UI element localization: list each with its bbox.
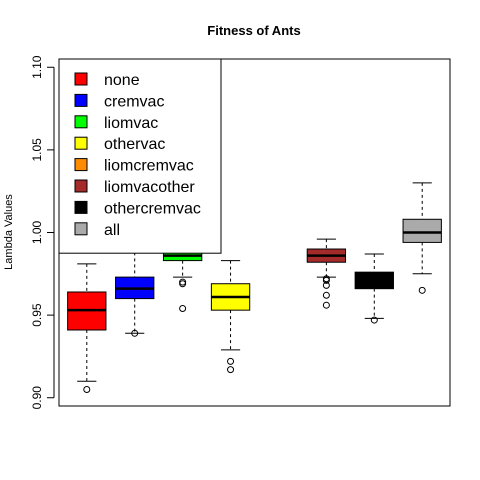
legend-label-liomvacother: liomvacother [104,179,195,196]
y-tick-label: 1.00 [30,220,44,244]
outlier-point [131,329,139,337]
legend-swatch-none [74,72,88,86]
legend-swatch-othervac [74,136,88,150]
legend-label-all: all [104,222,120,239]
outlier-point [322,276,330,284]
outlier-point [83,385,91,393]
outlier-point [418,286,426,294]
y-axis: 0.90 0.95 1.00 1.05 1.10 [30,55,55,410]
chart-title: Fitness of Ants [207,23,300,38]
box-othercremvac [354,253,394,324]
y-axis-label: Lambda Values [3,194,15,270]
legend-swatch-liomvacother [74,179,88,193]
outlier-point [322,281,330,289]
y-tick-label: 0.95 [30,303,44,327]
box-liomvacother [306,238,347,309]
legend-swatch-cremvac [74,93,88,107]
legend-box [58,58,222,254]
outlier-point [227,357,235,365]
outlier-point [322,291,330,299]
box-series [67,182,442,393]
box-othervac [210,260,251,374]
box-body [402,218,442,243]
legend-label-liomcremvac: liomcremvac [104,158,194,175]
legend-label-cremvac: cremvac [104,93,164,110]
legend-label-othercremvac: othercremvac [104,200,201,217]
y-tick-label: 1.10 [30,55,44,79]
legend-label-none: none [104,72,140,89]
outlier-point [179,280,187,288]
outlier-point [227,366,235,374]
legend-swatch-liomvac [74,115,88,129]
legend: none cremvac liomvac othervac liomcremvac lio… [58,58,222,254]
legend-swatch-all [74,222,88,236]
box-none [67,263,107,393]
legend-label-othervac: othervac [104,136,165,153]
outlier-point [322,301,330,309]
legend-label-liomvac: liomvac [104,115,158,132]
box-all [402,182,442,294]
legend-swatch-othercremvac [74,200,88,214]
y-tick-label: 1.05 [30,138,44,162]
outlier-point [179,305,187,313]
box-cremvac [115,251,155,337]
y-tick-label: 0.90 [30,386,44,410]
outlier-point [370,316,378,324]
legend-swatch-liomcremvac [74,158,88,172]
